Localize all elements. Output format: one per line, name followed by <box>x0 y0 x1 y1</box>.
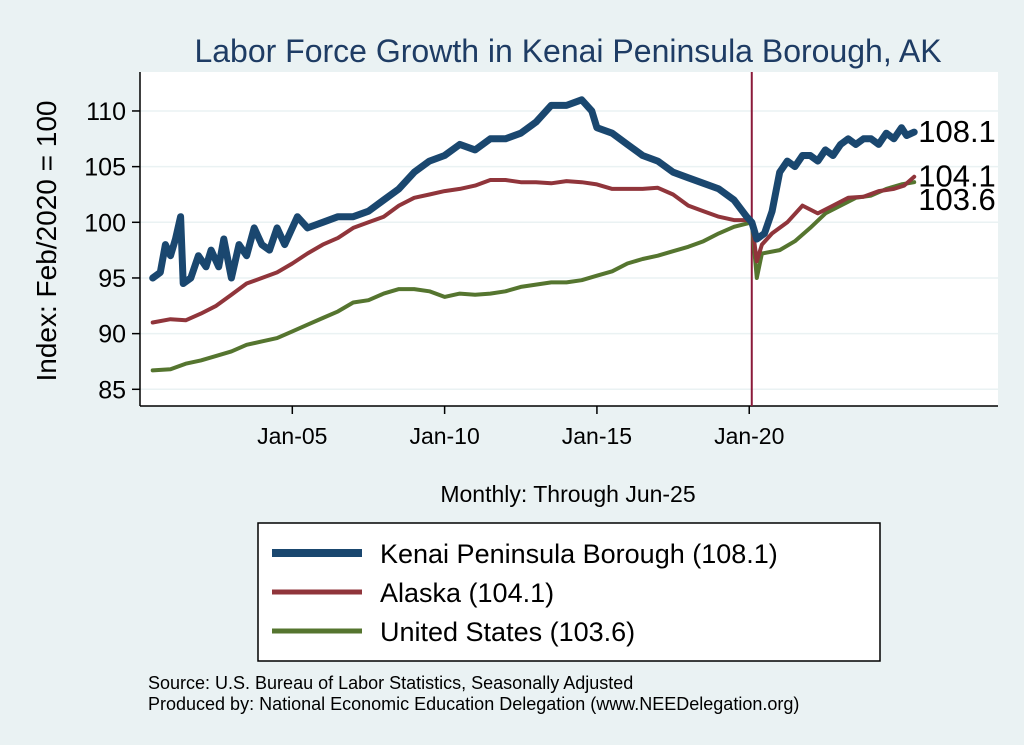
y-tick-label: 110 <box>86 98 126 126</box>
legend-item-us-label: United States (103.6) <box>380 617 635 647</box>
series-line-united-states <box>150 180 917 373</box>
x-axis-label: Monthly: Through Jun-25 <box>440 481 695 507</box>
series-lines <box>149 96 918 373</box>
x-tick-label: Jan-05 <box>257 423 327 449</box>
end-label-us: 103.6 <box>918 182 996 217</box>
end-label-kenai: 108.1 <box>918 114 996 149</box>
y-tick-label: 85 <box>98 376 126 404</box>
y-tick-label: 105 <box>84 154 126 182</box>
series-line-kenai-peninsula-borough <box>149 96 918 287</box>
y-tick-label: 90 <box>98 321 126 349</box>
x-tick-label: Jan-20 <box>714 423 784 449</box>
axes: 85 90 95 100 105 110 Jan-05 Jan-10 Jan-15 Jan-20 <box>84 72 998 449</box>
x-tick-label: Jan-15 <box>562 423 632 449</box>
x-tick-label: Jan-10 <box>409 423 479 449</box>
chart-title: Labor Force Growth in Kenai Peninsula Bo… <box>194 33 941 69</box>
source-note: Source: U.S. Bureau of Labor Statistics,… <box>148 673 633 693</box>
legend-item-alaska-label: Alaska (104.1) <box>380 578 554 608</box>
y-axis-label: Index: Feb/2020 = 100 <box>31 101 62 382</box>
legend-item-kenai-label: Kenai Peninsula Borough (108.1) <box>380 539 778 569</box>
series-line-alaska <box>150 174 917 325</box>
plot-area <box>140 72 998 406</box>
y-tick-label: 100 <box>84 209 126 237</box>
end-label-alaska: 104.1 <box>918 159 996 194</box>
legend: Kenai Peninsula Borough (108.1) Alaska (1… <box>272 539 778 647</box>
producer-note: Produced by: National Economic Education… <box>148 694 799 714</box>
y-tick-label: 95 <box>98 265 126 293</box>
